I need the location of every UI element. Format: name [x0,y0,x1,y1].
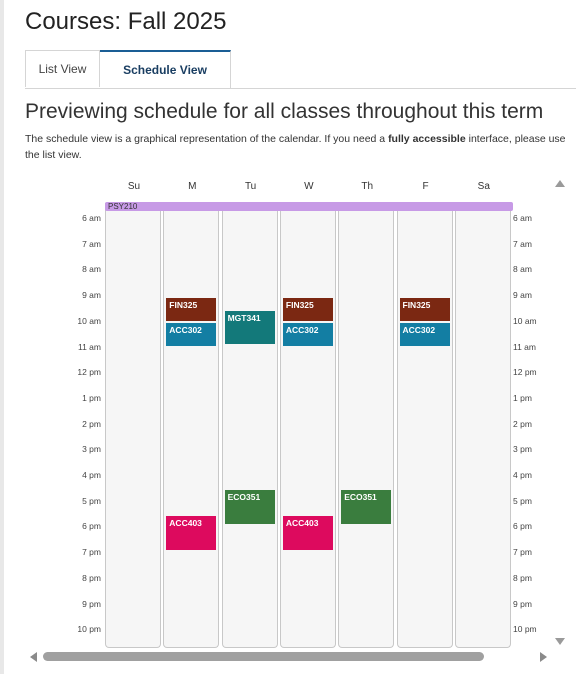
time-label-right: 8 pm [513,572,532,583]
time-label-left: 3 pm [82,444,101,455]
time-label-left: 1 pm [82,392,101,403]
triangle-down-icon[interactable] [555,638,565,645]
time-label-right: 11 am [513,341,536,352]
schedule-description: The schedule view is a graphical represe… [25,131,570,163]
time-label-right: 7 pm [513,547,532,558]
day-column-sa [454,203,511,648]
time-label-left: 11 am [78,341,101,352]
time-label-left: 8 pm [82,572,101,583]
time-label-left: 5 pm [82,495,101,506]
time-label-right: 10 am [513,315,537,326]
left-border [0,0,4,674]
vertical-scrollbar[interactable] [553,178,567,648]
time-label-right: 8 am [513,264,532,275]
all-day-event-label: PSY210 [108,202,138,211]
course-event-acc302[interactable]: ACC302 [282,323,333,347]
time-label-right: 6 pm [513,521,532,532]
tab-schedule-view[interactable]: Schedule View [100,50,231,88]
course-event-fin325[interactable]: FIN325 [282,297,333,321]
time-label-left: 10 am [77,315,101,326]
course-event-acc302[interactable]: ACC302 [166,323,217,347]
day-header-su: Su [127,181,141,192]
course-event-eco351[interactable]: ECO351 [341,490,392,524]
day-header-m: M [188,181,197,192]
time-label-left: 8 am [82,264,101,275]
day-header-sa: Sa [477,181,490,192]
description-text: The schedule view is a graphical represe… [25,133,389,145]
time-label-right: 4 pm [513,470,532,480]
course-event-acc403[interactable]: ACC403 [282,516,333,550]
time-label-right: 12 pm [513,367,537,378]
triangle-right-icon[interactable] [540,652,547,662]
day-column-th [338,203,395,648]
course-event-mgt341[interactable]: MGT341 [224,310,275,344]
day-header-th: Th [361,181,374,192]
tab-list-view[interactable]: List View [25,50,100,87]
time-label-left: 12 pm [77,367,101,378]
time-label-left: 10 pm [77,624,101,635]
description-text-end: interface, please use the list view. [25,133,566,161]
day-column-m [163,203,220,648]
all-day-event-bar[interactable] [105,202,513,211]
horizontal-scroll-thumb[interactable] [43,652,484,661]
day-column-tu [221,203,278,648]
time-label-left: 9 am [82,290,101,301]
course-event-acc302[interactable]: ACC302 [399,323,450,347]
time-label-left: 6 pm [82,521,101,532]
time-label-left: 9 pm [82,598,101,609]
time-label-right: 10 pm [513,624,537,635]
day-header-tu: Tu [244,181,257,192]
time-label-right: 6 am [513,213,532,223]
schedule-calendar: Su M Tu W Th F Sa 6 am 6 am 7 am 7 am 8 am 8 am 9 am 9… [25,178,553,648]
course-event-eco351[interactable]: ECO351 [224,490,275,524]
time-label-right: 1 pm [513,392,532,403]
day-column-w [279,203,336,648]
time-label-right: 9 pm [513,598,532,609]
time-label-left: 4 pm [82,470,101,480]
time-label-left: 7 pm [82,547,101,558]
day-column-su [105,203,161,648]
day-header-f: F [422,181,429,192]
day-header-w: W [304,181,314,192]
course-event-fin325[interactable]: FIN325 [166,297,217,321]
time-label-right: 2 pm [513,418,532,429]
preview-heading: Previewing schedule for all classes thro… [25,100,544,123]
time-label-left: 6 am [82,213,101,223]
time-label-left: 2 pm [82,418,101,429]
time-label-right: 9 am [513,290,532,301]
time-label-right: 5 pm [513,495,532,506]
time-label-left: 7 am [82,238,101,249]
time-label-right: 3 pm [513,444,532,455]
triangle-left-icon[interactable] [30,652,37,662]
page-title: Courses: Fall 2025 [25,8,227,35]
course-event-fin325[interactable]: FIN325 [399,297,450,321]
view-tabs: List View Schedule View [25,50,576,89]
course-event-acc403[interactable]: ACC403 [166,516,217,550]
triangle-up-icon[interactable] [555,180,565,187]
day-column-f [396,203,453,648]
description-bold: fully accessible [388,133,466,145]
time-label-right: 7 am [513,238,532,249]
horizontal-scrollbar[interactable] [25,650,553,664]
